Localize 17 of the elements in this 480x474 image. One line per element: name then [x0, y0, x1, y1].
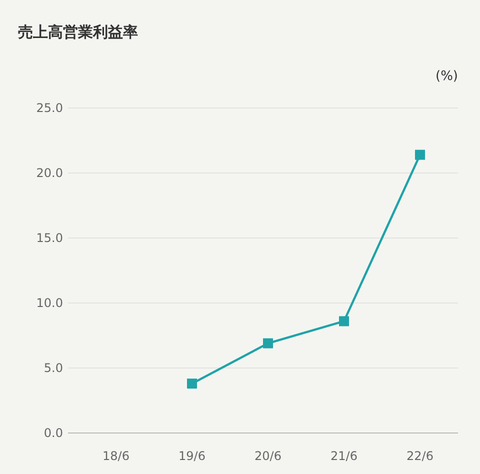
y-tick-label: 25.0 — [36, 101, 63, 115]
y-axis-title: (%) — [436, 69, 458, 84]
point — [187, 378, 197, 389]
x-tick-label: 21/6 — [330, 449, 358, 463]
y-tick-label: 5.0 — [44, 361, 63, 375]
y-tick-label: 20.0 — [36, 166, 63, 180]
x-tick-label: 19/6 — [178, 449, 206, 463]
x-tick-label: 20/6 — [254, 449, 282, 463]
point — [415, 150, 425, 160]
x-tick-label: 22/6 — [406, 449, 434, 463]
y-tick-label: 10.0 — [36, 296, 63, 310]
y-tick-label: 0.0 — [44, 426, 63, 440]
y-tick-label: 15.0 — [36, 231, 63, 245]
point — [263, 338, 273, 348]
point — [339, 316, 349, 326]
x-tick-label: 18/6 — [102, 449, 130, 463]
chart-title: 売上高営業利益率 — [18, 23, 138, 41]
